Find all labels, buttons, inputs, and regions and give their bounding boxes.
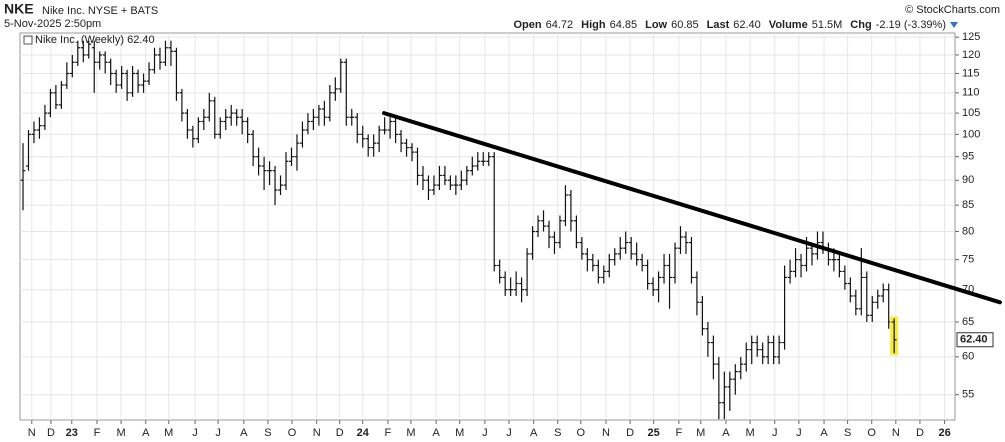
x-tick-label: M [117,427,126,439]
y-tick-label: 90 [962,174,974,186]
x-tick-label: J [796,427,802,439]
y-tick-label: 105 [962,107,980,119]
x-tick-label: M [745,427,754,439]
x-tick-label: A [530,427,538,439]
x-tick-label: 26 [938,427,950,439]
x-tick-label: J [506,427,512,439]
credit: © StockCharts.com [905,4,1000,16]
x-tick-label: F [94,427,101,439]
x-tick-label: J [192,427,198,439]
symbol: NKE [4,1,34,17]
y-tick-label: 85 [962,199,974,211]
x-tick-label: S [554,427,561,439]
x-tick-label: D [916,427,924,439]
last-price-label: 62.40 [960,334,988,346]
x-tick-label: F [385,427,392,439]
x-tick-label: D [336,427,344,439]
x-tick-label: J [772,427,778,439]
x-tick-label: A [722,427,730,439]
quote-value: 64.72 [546,19,574,31]
x-tick-label: 23 [66,427,78,439]
x-tick-label: O [576,427,585,439]
y-tick-label: 55 [962,389,974,401]
x-tick-label: O [288,427,297,439]
dropdown-arrow[interactable] [950,22,958,28]
x-tick-label: M [455,427,464,439]
x-tick-label: F [675,427,682,439]
quote-value: 51.5M [812,19,843,31]
quote-label: Last [707,19,730,31]
x-tick-label: N [28,427,36,439]
x-tick-label: A [142,427,150,439]
company: Nike Inc. NYSE + BATS [42,5,158,17]
x-tick-label: A [432,427,440,439]
x-tick-label: S [844,427,851,439]
y-tick-label: 100 [962,128,980,140]
quote-label: Low [645,19,667,31]
quote-label: Volume [769,19,808,31]
quote-value: 62.40 [733,19,761,31]
x-tick-label: N [313,427,321,439]
y-tick-label: 60 [962,351,974,363]
last-price-box [956,332,994,348]
y-tick-label: 80 [962,225,974,237]
x-tick-label: D [47,427,55,439]
x-tick-label: A [820,427,828,439]
x-tick-label: J [215,427,221,439]
datetime: 5-Nov-2025 2:50pm [4,18,101,30]
quote-label: High [581,19,606,31]
quote: Open 64.72 High 64.85 Low 60.85 Last 62.40 Volum… [513,19,946,31]
quote-value: 64.85 [610,19,638,31]
x-tick-label: M [696,427,705,439]
x-tick-label: S [264,427,271,439]
y-tick-label: 110 [962,87,980,99]
trendline [382,111,1002,305]
x-tick-label: A [240,427,248,439]
x-tick-label: J [482,427,488,439]
plot-area [19,32,956,421]
quote-label: Open [513,19,541,31]
x-tick-label: 24 [357,427,370,439]
y-tick-label: 95 [962,151,974,163]
quote-label: Chg [850,19,871,31]
x-tick-label: M [164,427,173,439]
y-tick-label: 115 [962,67,980,79]
y-tick-label: 75 [962,254,974,266]
x-tick-label: 25 [648,427,660,439]
x-tick-label: D [626,427,634,439]
x-tick-label: M [406,427,415,439]
x-tick-label: N [602,427,610,439]
y-tick-label: 125 [962,31,980,43]
x-tick-label: O [867,427,876,439]
y-tick-label: 65 [962,316,974,328]
quote-value: -2.19 (-3.39%) [876,19,946,31]
legend-icon [23,35,33,45]
legend-entry: Nike Inc. (Weekly) 62.40 [35,34,155,46]
x-tick-label: N [892,427,900,439]
quote-value: 60.85 [671,19,699,31]
y-tick-label: 120 [962,49,980,61]
